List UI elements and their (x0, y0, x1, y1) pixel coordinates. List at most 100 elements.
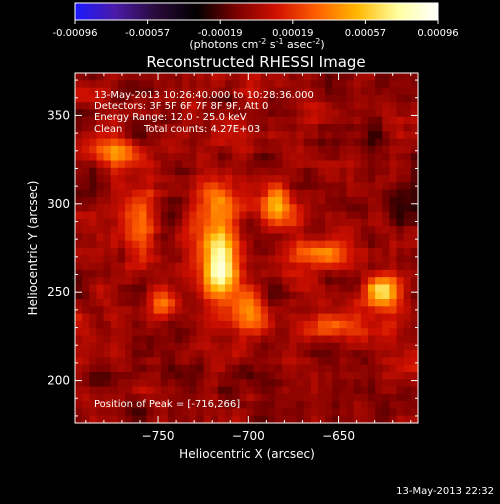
heatmap-cell (189, 109, 198, 118)
heatmap-cell (410, 80, 419, 89)
heatmap-cell (289, 408, 298, 417)
heatmap-cell (253, 291, 262, 300)
heatmap-cell (367, 342, 376, 351)
heatmap-cell (389, 269, 398, 278)
heatmap-cell (389, 94, 398, 103)
heatmap-cell (282, 255, 290, 264)
heatmap-cell (339, 291, 348, 300)
heatmap-cell (289, 299, 298, 307)
heatmap-cell (232, 350, 240, 358)
heatmap-cell (317, 218, 326, 227)
heatmap-cell (317, 306, 326, 315)
heatmap-cell (75, 277, 83, 286)
heatmap-cell (325, 80, 333, 89)
heatmap-cell (396, 284, 405, 293)
heatmap-cell (82, 255, 90, 264)
heatmap-cell (232, 248, 240, 256)
heatmap-cell (396, 393, 405, 402)
heatmap-cell (289, 167, 298, 176)
heatmap-cell (246, 116, 255, 125)
heatmap-cell (267, 211, 276, 220)
heatmap-cell (317, 371, 326, 380)
heatmap-cell (260, 248, 269, 256)
heatmap-cell (382, 226, 391, 235)
heatmap-cell (317, 320, 326, 329)
heatmap-cell (117, 160, 126, 169)
heatmap-cell (367, 248, 376, 256)
heatmap-cell (353, 167, 362, 176)
heatmap-cell (153, 226, 162, 235)
heatmap-cell (117, 408, 126, 417)
heatmap-cell (403, 401, 412, 410)
heatmap-cell (332, 175, 340, 183)
heatmap-cell (375, 299, 383, 307)
heatmap-cell (210, 408, 219, 417)
heatmap-cell (232, 131, 240, 140)
heatmap-cell (289, 153, 298, 162)
heatmap-cell (239, 226, 248, 235)
heatmap-cell (182, 306, 190, 315)
heatmap-cell (260, 175, 269, 183)
heatmap-cell (203, 204, 212, 213)
heatmap-cell (139, 277, 148, 286)
heatmap-cell (153, 328, 162, 337)
heatmap-cell (346, 415, 355, 424)
heatmap-cell (260, 306, 269, 315)
heatmap-cell (253, 415, 262, 424)
heatmap-cell (103, 393, 112, 402)
heatmap-cell (303, 386, 312, 395)
heatmap-cell (317, 255, 326, 264)
heatmap-cell (217, 80, 226, 89)
heatmap-cell (167, 262, 176, 271)
heatmap-cell (403, 306, 412, 315)
heatmap-cell (389, 226, 398, 235)
heatmap-cell (217, 160, 226, 169)
heatmap-cell (310, 284, 319, 293)
heatmap-cell (153, 160, 162, 169)
heatmap-cell (103, 364, 112, 373)
heatmap-cell (382, 299, 391, 307)
heatmap-cell (375, 255, 383, 264)
heatmap-cell (139, 299, 148, 307)
heatmap-cell (346, 313, 355, 322)
heatmap-cell (267, 393, 276, 402)
heatmap-cell (225, 211, 233, 220)
heatmap-cell (132, 204, 140, 213)
heatmap-cell (96, 160, 105, 169)
heatmap-cell (189, 401, 198, 410)
heatmap-cell (325, 401, 333, 410)
heatmap-cell (117, 182, 126, 191)
heatmap-cell (389, 109, 398, 118)
heatmap-cell (403, 342, 412, 351)
heatmap-cell (160, 269, 169, 278)
heatmap-cell (360, 94, 369, 103)
heatmap-cell (139, 124, 148, 132)
heatmap-cell (296, 175, 305, 183)
heatmap-cell (160, 248, 169, 256)
heatmap-cell (125, 386, 133, 395)
heatmap-cell (82, 401, 90, 410)
heatmap-cell (367, 116, 376, 125)
heatmap-cell (146, 240, 155, 249)
heatmap-cell (96, 248, 105, 256)
heatmap-cell (217, 189, 226, 198)
heatmap-cell (175, 371, 183, 380)
heatmap-cell (132, 342, 140, 351)
heatmap-cell (175, 240, 183, 249)
heatmap-cell (282, 131, 290, 140)
heatmap-cell (153, 255, 162, 264)
heatmap-cell (267, 299, 276, 307)
heatmap-cell (196, 87, 205, 96)
heatmap-cell (275, 233, 283, 242)
heatmap-cell (360, 145, 369, 154)
heatmap-cell (396, 138, 405, 147)
heatmap-cell (317, 204, 326, 213)
heatmap-cell (303, 269, 312, 278)
heatmap-cell (103, 342, 112, 351)
heatmap-cell (403, 269, 412, 278)
heatmap-cell (203, 415, 212, 424)
heatmap-cell (217, 73, 226, 81)
peak-position-label: Position of Peak = [-716,266] (94, 399, 240, 410)
heatmap-cell (75, 379, 83, 388)
heatmap-cell (225, 284, 233, 293)
